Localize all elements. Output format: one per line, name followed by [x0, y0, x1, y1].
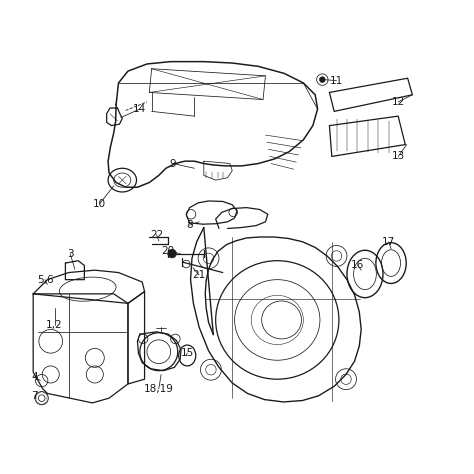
Text: 12: 12 — [392, 97, 405, 107]
Text: 16: 16 — [351, 260, 365, 271]
Circle shape — [168, 249, 176, 258]
Text: 9: 9 — [170, 158, 176, 169]
Text: 3: 3 — [67, 248, 73, 259]
Text: 15: 15 — [181, 348, 194, 358]
Text: 20: 20 — [162, 246, 175, 256]
Text: 8: 8 — [186, 220, 193, 230]
Text: 17: 17 — [382, 237, 395, 247]
Text: 10: 10 — [93, 199, 106, 209]
Text: 13: 13 — [392, 151, 405, 162]
Text: 5,6: 5,6 — [36, 274, 54, 285]
Text: 4: 4 — [31, 372, 38, 382]
Text: 18,19: 18,19 — [144, 383, 174, 394]
Text: 21: 21 — [192, 270, 206, 280]
Text: 11: 11 — [330, 75, 343, 86]
Text: 14: 14 — [133, 104, 146, 114]
Text: 7: 7 — [31, 391, 38, 401]
Circle shape — [319, 77, 325, 82]
Text: 1,2: 1,2 — [46, 319, 63, 330]
Text: 22: 22 — [150, 229, 163, 240]
